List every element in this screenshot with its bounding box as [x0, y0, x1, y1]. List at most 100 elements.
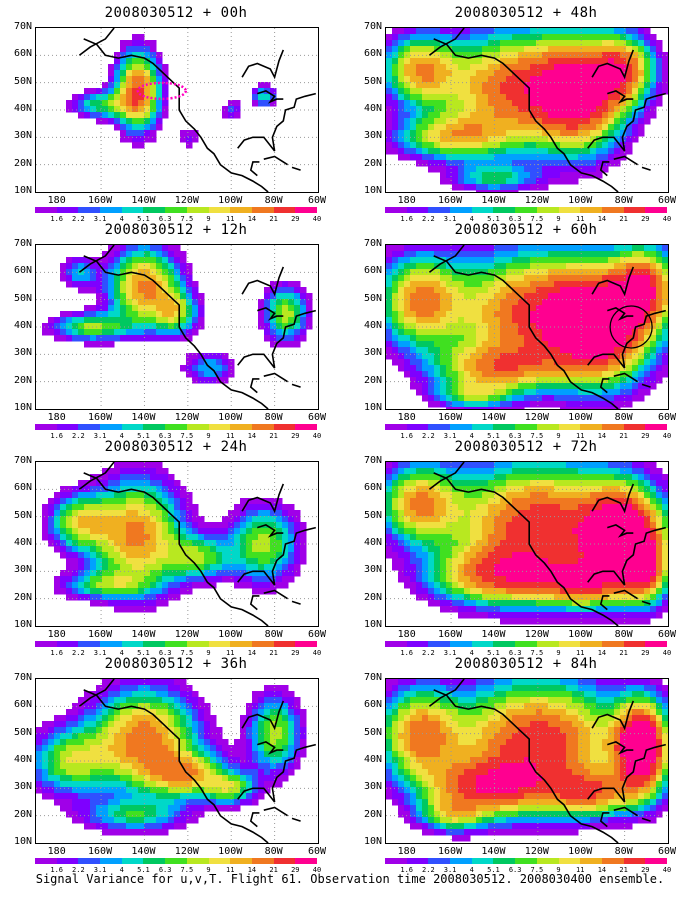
contour-cell	[560, 335, 567, 342]
contour-cell	[506, 528, 513, 535]
contour-cell	[620, 510, 627, 517]
contour-cell	[264, 558, 271, 565]
contour-cell	[404, 136, 411, 143]
contour-cell	[542, 534, 549, 541]
coastline	[428, 28, 465, 56]
contour-cell	[596, 401, 603, 408]
contour-cell	[288, 341, 295, 348]
contour-cell	[240, 540, 247, 547]
contour-cell	[614, 504, 621, 511]
contour-cell	[626, 498, 633, 505]
contour-cell	[548, 148, 555, 155]
contour-cell	[488, 245, 495, 252]
contour-cell	[192, 510, 199, 517]
contour-cell	[54, 492, 61, 499]
contour-cell	[494, 492, 501, 499]
contour-cell	[120, 100, 127, 107]
contour-cell	[156, 576, 163, 583]
contour-cell	[434, 528, 441, 535]
contour-cell	[566, 359, 573, 366]
contour-cell	[464, 486, 471, 493]
contour-cell	[186, 293, 193, 300]
contour-cell	[638, 76, 645, 83]
contour-cell	[584, 130, 591, 137]
contour-cell	[494, 257, 501, 264]
contour-cell	[398, 570, 405, 577]
colorbar-label: 7.5	[180, 215, 194, 223]
contour-cell	[174, 293, 181, 300]
contour-cell	[494, 52, 501, 59]
contour-cell	[590, 504, 597, 511]
contour-cell	[530, 269, 537, 276]
contour-cell	[500, 516, 507, 523]
contour-cell	[506, 329, 513, 336]
contour-cell	[656, 311, 663, 318]
contour-cell	[566, 34, 573, 41]
contour-cell	[476, 58, 483, 65]
contour-cell	[560, 323, 567, 330]
contour-cell	[656, 534, 663, 541]
contour-cell	[72, 263, 79, 270]
contour-cell	[222, 528, 229, 535]
contour-cell	[174, 552, 181, 559]
contour-cell	[644, 52, 651, 59]
contour-cell	[410, 293, 417, 300]
contour-cell	[114, 263, 121, 270]
contour-cell	[422, 359, 429, 366]
contour-cell	[446, 148, 453, 155]
contour-cell	[108, 564, 115, 571]
contour-cell	[632, 353, 639, 360]
contour-cell	[186, 522, 193, 529]
map-area	[35, 27, 319, 193]
contour-cell	[506, 371, 513, 378]
contour-cell	[132, 474, 139, 481]
contour-cell	[452, 552, 459, 559]
contour-cell	[138, 82, 145, 89]
contour-cell	[258, 311, 265, 318]
contour-cell	[542, 401, 549, 408]
contour-cell	[590, 480, 597, 487]
colorbar-label: 40	[312, 432, 322, 440]
contour-cell	[614, 112, 621, 119]
contour-cell	[536, 305, 543, 312]
contour-cell	[60, 534, 67, 541]
contour-cell	[512, 486, 519, 493]
contour-cell	[536, 371, 543, 378]
contour-cell	[452, 522, 459, 529]
contour-cell	[512, 160, 519, 167]
contour-cell	[446, 275, 453, 282]
contour-cell	[144, 510, 151, 517]
contour-cell	[156, 504, 163, 511]
colorbar-swatch	[165, 207, 187, 213]
contour-cell	[404, 462, 411, 469]
contour-cell	[404, 558, 411, 565]
contour-cell	[156, 564, 163, 571]
contour-cell	[614, 257, 621, 264]
latitude-label: 10N	[363, 619, 382, 630]
contour-cell	[548, 34, 555, 41]
contour-cell	[434, 269, 441, 276]
contour-cell	[464, 468, 471, 475]
contour-cell	[512, 118, 519, 125]
contour-cell	[566, 498, 573, 505]
contour-cell	[258, 94, 265, 101]
contour-cell	[554, 269, 561, 276]
contour-cell	[482, 257, 489, 264]
contour-cell	[542, 395, 549, 402]
contour-cell	[524, 371, 531, 378]
contour-cell	[506, 462, 513, 469]
contour-cell	[72, 540, 79, 547]
contour-cell	[482, 335, 489, 342]
contour-cell	[524, 480, 531, 487]
contour-cell	[626, 401, 633, 408]
contour-cell	[434, 570, 441, 577]
contour-cell	[398, 347, 405, 354]
contour-cell	[96, 594, 103, 601]
contour-cell	[530, 335, 537, 342]
contour-cell	[536, 552, 543, 559]
contour-cell	[132, 142, 139, 149]
contour-cell	[614, 552, 621, 559]
contour-cell	[222, 359, 229, 366]
contour-cell	[392, 263, 399, 270]
contour-cell	[294, 516, 301, 523]
